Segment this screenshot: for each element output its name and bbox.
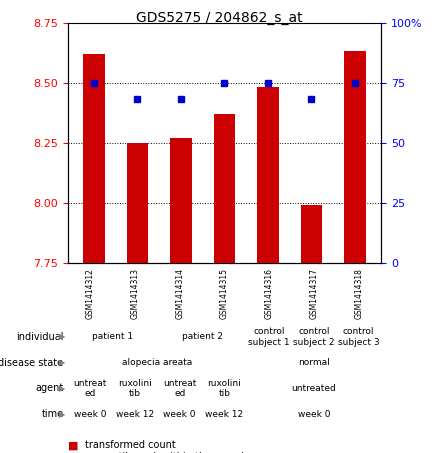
Text: control
subject 1: control subject 1 [248, 327, 290, 347]
Bar [300, 205, 322, 263]
Bar [344, 52, 366, 263]
Text: agent: agent [35, 383, 64, 394]
Bar [170, 138, 192, 263]
Text: ▶: ▶ [59, 410, 66, 419]
Bar [83, 54, 105, 263]
Bar [214, 114, 235, 263]
Text: week 12: week 12 [205, 410, 244, 419]
Text: patient 2: patient 2 [182, 333, 223, 341]
Text: GSM1414318: GSM1414318 [354, 268, 363, 319]
Text: untreat
ed: untreat ed [163, 379, 196, 398]
Text: individual: individual [16, 332, 64, 342]
Text: untreat
ed: untreat ed [74, 379, 107, 398]
Text: ▶: ▶ [59, 358, 66, 367]
Text: patient 1: patient 1 [92, 333, 133, 341]
Text: GSM1414317: GSM1414317 [310, 268, 318, 319]
Text: ▶: ▶ [59, 384, 66, 393]
Bar [257, 87, 279, 263]
Text: normal: normal [298, 358, 330, 367]
Text: GSM1414312: GSM1414312 [86, 268, 95, 319]
Text: time: time [41, 409, 64, 419]
Text: week 0: week 0 [74, 410, 106, 419]
Text: week 12: week 12 [116, 410, 154, 419]
Text: alopecia areata: alopecia areata [122, 358, 192, 367]
Text: control
subject 3: control subject 3 [338, 327, 379, 347]
Text: GSM1414315: GSM1414315 [220, 268, 229, 319]
Text: week 0: week 0 [163, 410, 196, 419]
Text: ■: ■ [68, 440, 78, 450]
Text: transformed count: transformed count [85, 440, 176, 450]
Text: ■: ■ [68, 452, 78, 453]
Text: ▶: ▶ [59, 333, 66, 341]
Text: percentile rank within the sample: percentile rank within the sample [85, 452, 251, 453]
Text: ruxolini
tib: ruxolini tib [208, 379, 241, 398]
Bar [127, 143, 148, 263]
Text: ruxolini
tib: ruxolini tib [118, 379, 152, 398]
Text: GSM1414313: GSM1414313 [131, 268, 139, 319]
Text: disease state: disease state [0, 357, 64, 368]
Text: GSM1414314: GSM1414314 [175, 268, 184, 319]
Text: control
subject 2: control subject 2 [293, 327, 335, 347]
Text: GDS5275 / 204862_s_at: GDS5275 / 204862_s_at [136, 11, 302, 25]
Text: untreated: untreated [292, 384, 336, 393]
Text: week 0: week 0 [298, 410, 330, 419]
Text: GSM1414316: GSM1414316 [265, 268, 274, 319]
